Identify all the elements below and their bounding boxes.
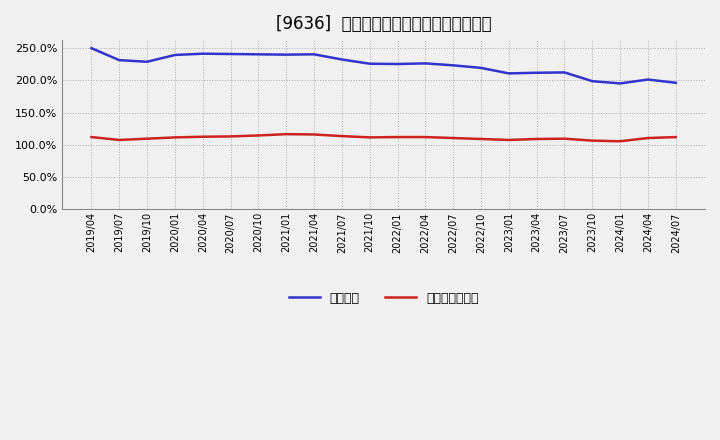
固定長期適合率 [143,136,151,141]
固定比率 [393,62,402,67]
固定比率 [310,51,318,57]
固定長期適合率 [254,133,263,138]
固定長期適合率 [560,136,569,141]
固定比率 [421,61,430,66]
Line: 固定比率: 固定比率 [91,48,676,84]
固定長期適合率 [226,134,235,139]
固定長期適合率 [338,133,346,139]
固定比率 [115,58,124,63]
固定長期適合率 [616,139,624,144]
固定比率 [338,57,346,62]
固定長期適合率 [588,138,597,143]
固定比率 [672,80,680,85]
固定比率 [616,81,624,86]
Legend: 固定比率, 固定長期適合率: 固定比率, 固定長期適合率 [284,287,484,310]
固定比率 [87,46,96,51]
固定長期適合率 [87,135,96,140]
固定長期適合率 [199,134,207,139]
固定長期適合率 [310,132,318,137]
固定比率 [171,52,179,58]
固定長期適合率 [282,132,291,137]
固定長期適合率 [644,136,652,141]
固定比率 [143,59,151,64]
固定比率 [449,62,457,68]
固定比率 [588,78,597,84]
Title: [9636]  固定比率、固定長期適合率の推移: [9636] 固定比率、固定長期適合率の推移 [276,15,492,33]
固定比率 [365,61,374,66]
固定比率 [532,70,541,75]
固定長期適合率 [477,136,485,142]
固定比率 [505,71,513,76]
Line: 固定長期適合率: 固定長期適合率 [91,134,676,141]
固定長期適合率 [171,135,179,140]
固定比率 [477,65,485,70]
固定比率 [644,77,652,82]
固定長期適合率 [505,137,513,143]
固定比率 [226,51,235,57]
固定比率 [199,51,207,56]
固定長期適合率 [672,135,680,140]
固定比率 [254,51,263,57]
固定長期適合率 [393,135,402,140]
固定長期適合率 [365,135,374,140]
固定比率 [282,52,291,57]
固定長期適合率 [449,136,457,141]
固定長期適合率 [532,136,541,142]
固定長期適合率 [115,137,124,143]
固定比率 [560,70,569,75]
固定長期適合率 [421,135,430,140]
